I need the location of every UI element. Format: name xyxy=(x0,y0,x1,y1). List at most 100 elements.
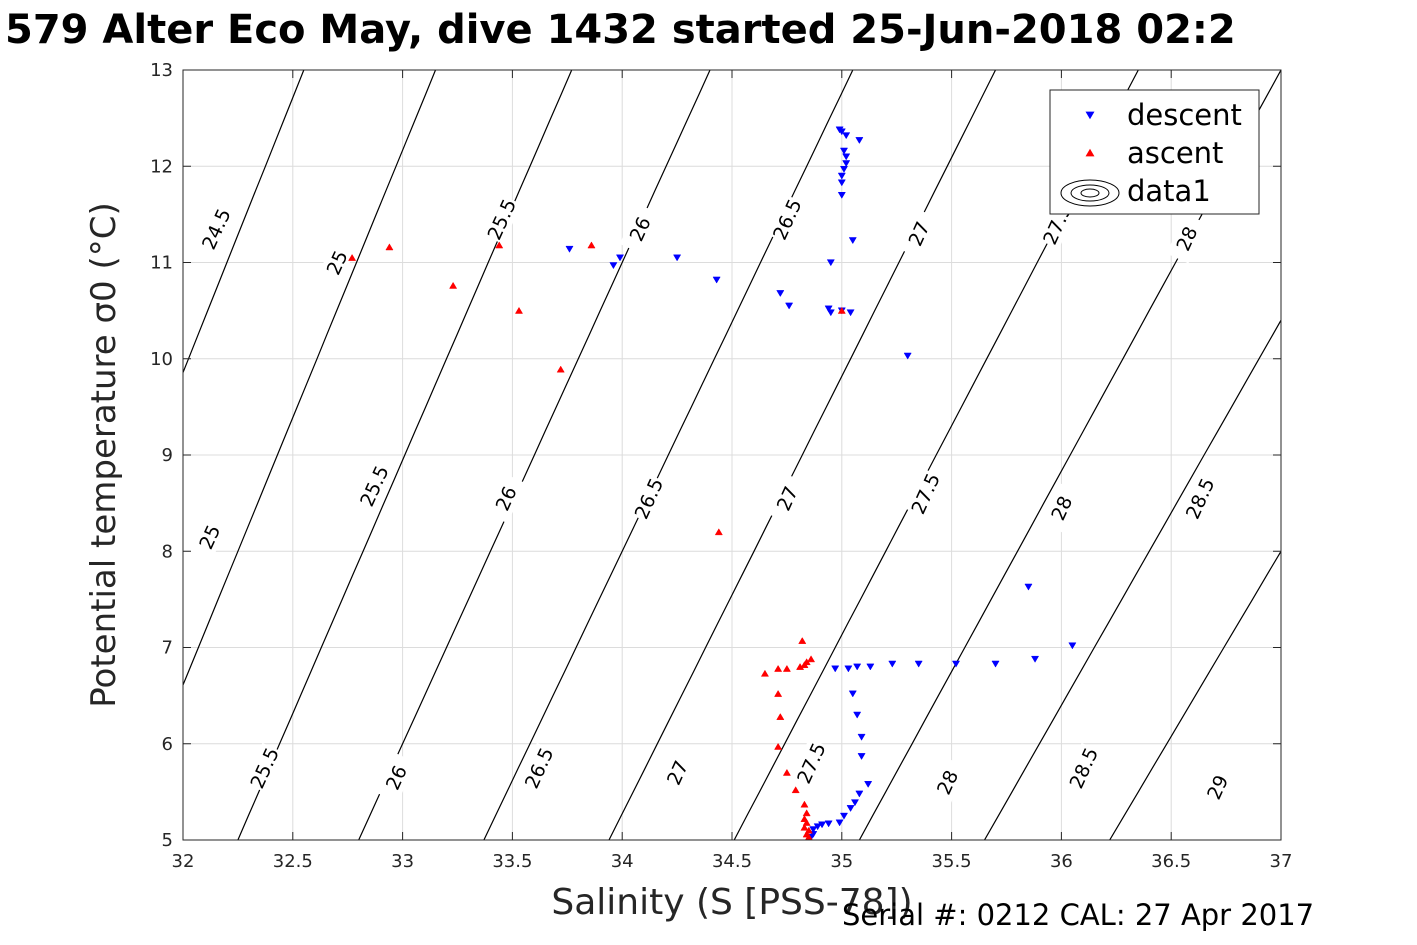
legend-box xyxy=(1049,89,1260,215)
descent-point xyxy=(888,660,897,668)
descent-point xyxy=(615,254,625,262)
descent-point xyxy=(839,812,849,820)
isopycnal-line xyxy=(183,70,305,375)
descent-point xyxy=(846,309,855,317)
contour-label-bg xyxy=(898,208,939,259)
descent-point xyxy=(853,663,862,671)
descent-point xyxy=(1068,642,1077,650)
descent-point xyxy=(864,781,873,788)
legend: descent ascent data1 xyxy=(1049,89,1260,215)
descent-point xyxy=(857,733,866,741)
contour-label-bg xyxy=(1179,473,1220,524)
data-points xyxy=(348,126,1077,840)
isopycnal-line xyxy=(237,70,573,840)
x-tick-label: 34.5 xyxy=(712,851,752,872)
ascent-point xyxy=(837,306,846,314)
descent-point xyxy=(565,245,574,253)
legend-label: descent xyxy=(1127,98,1242,132)
contour-label-bg xyxy=(657,747,698,798)
y-tick-label: 10 xyxy=(150,349,173,370)
descent-point xyxy=(826,309,835,317)
descent-point xyxy=(809,826,818,834)
contour-label-bg xyxy=(244,742,285,793)
chart-title: 579 Alter Eco May, dive 1432 started 25-… xyxy=(0,4,1417,56)
legend-label: data1 xyxy=(1127,174,1211,208)
descent-point xyxy=(824,820,833,828)
descent-point xyxy=(846,805,855,812)
contour-label-bg xyxy=(766,194,807,245)
serial-calibration-note: Serial #: 0212 CAL: 27 Apr 2017 xyxy=(842,898,1315,932)
x-axis-ticks: 32 32.5 33 33.5 34 34.5 35 35.5 36 36.5 37 xyxy=(172,70,1293,872)
descent-point xyxy=(951,660,961,668)
ascent-point xyxy=(782,664,791,672)
y-tick-label: 9 xyxy=(162,445,173,466)
y-axis-ticks: 5 6 7 8 9 10 11 12 13 xyxy=(150,60,1281,851)
x-tick-label: 37 xyxy=(1270,851,1293,872)
descent-point xyxy=(835,819,844,827)
descent-point xyxy=(837,172,846,180)
ascent-point xyxy=(774,689,783,697)
descent-point xyxy=(776,290,785,298)
descent-point xyxy=(842,132,851,140)
descent-point xyxy=(855,137,864,144)
ascent-point xyxy=(798,637,807,644)
x-tick-label: 32 xyxy=(172,851,195,872)
isopycnal-line xyxy=(608,70,997,840)
descent-point xyxy=(853,711,862,719)
y-tick-label: 11 xyxy=(150,253,173,274)
y-tick-label: 7 xyxy=(162,638,173,659)
isopycnal-line xyxy=(183,70,437,687)
legend-label: ascent xyxy=(1127,136,1223,170)
contour-label-bg xyxy=(1063,742,1104,793)
x-tick-label: 34 xyxy=(611,851,634,872)
descent-point xyxy=(673,254,682,262)
ascent-point xyxy=(348,253,357,261)
legend-contour-icon xyxy=(1060,179,1120,207)
x-tick-label: 33.5 xyxy=(492,851,532,872)
ascent-point xyxy=(796,663,805,670)
ascent-point xyxy=(807,655,816,663)
contour-label-bg xyxy=(316,237,357,288)
descent-point xyxy=(848,690,857,698)
y-tick-label: 13 xyxy=(150,60,173,81)
ascent-point xyxy=(774,664,783,672)
ascent-point xyxy=(802,818,811,826)
y-tick-label: 6 xyxy=(162,734,173,755)
descent-point xyxy=(609,262,618,270)
descent-point xyxy=(857,753,866,760)
descent-point xyxy=(991,660,1000,668)
y-tick-label: 12 xyxy=(150,156,173,177)
isopycnal-line xyxy=(1109,550,1281,840)
x-axis-label: Salinity (S [PSS-78]) xyxy=(551,882,912,923)
x-tick-label: 35.5 xyxy=(932,851,972,872)
descent-point xyxy=(842,160,851,168)
descent-point xyxy=(1031,655,1040,663)
contour-label-bg xyxy=(375,752,417,803)
descent-point xyxy=(855,790,864,798)
legend-descent-icon xyxy=(1085,111,1095,120)
ascent-point xyxy=(760,669,769,677)
x-tick-label: 33 xyxy=(391,851,414,872)
ascent-point xyxy=(802,809,811,817)
contour-label-bg xyxy=(189,511,230,562)
ascent-point xyxy=(776,713,785,720)
legend-ascent-icon xyxy=(1085,148,1095,157)
ascent-point xyxy=(782,768,791,776)
descent-point xyxy=(826,259,835,267)
ascent-point xyxy=(514,306,524,314)
descent-point xyxy=(848,237,857,245)
descent-point xyxy=(785,302,794,310)
contour-label-bg xyxy=(195,203,236,254)
contour-label-bg xyxy=(518,742,559,793)
descent-point xyxy=(844,665,853,673)
descent-point xyxy=(850,799,860,807)
contour-label-bg xyxy=(485,473,526,524)
contour-label-bg xyxy=(628,473,669,524)
descent-point xyxy=(842,153,851,161)
descent-point xyxy=(837,179,846,187)
y-tick-label: 5 xyxy=(162,830,173,851)
contour-label-bg xyxy=(1197,762,1238,813)
contour-label-bg xyxy=(1166,213,1207,264)
y-axis-label: Potential temperature σ0 (°C) xyxy=(84,202,124,708)
